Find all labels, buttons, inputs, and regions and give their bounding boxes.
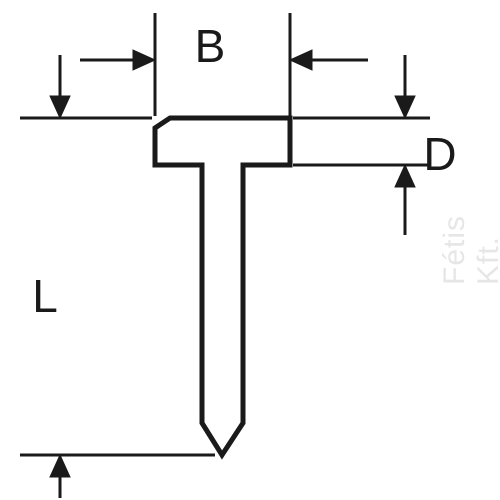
dim-label-b: B: [195, 20, 226, 72]
dim-label-l: L: [32, 270, 58, 322]
nail-outline: [155, 118, 290, 455]
dim-label-d: D: [423, 128, 456, 180]
technical-drawing: B D L: [0, 0, 500, 500]
